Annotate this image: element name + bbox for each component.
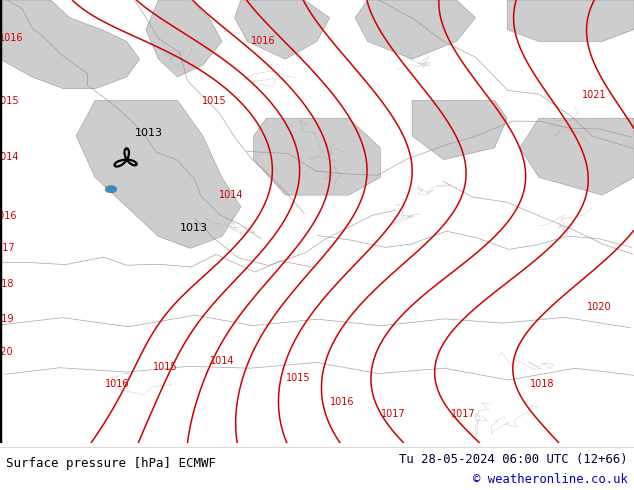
Polygon shape [254, 118, 380, 195]
Text: 1021: 1021 [583, 90, 607, 99]
Text: 1020: 1020 [587, 302, 611, 313]
Text: 1018: 1018 [530, 379, 554, 390]
Text: 1017: 1017 [381, 409, 405, 419]
Text: 1016: 1016 [105, 379, 129, 390]
Text: 1013: 1013 [135, 128, 163, 138]
Ellipse shape [105, 186, 117, 193]
Text: 1014: 1014 [210, 356, 234, 366]
Text: 1016: 1016 [330, 397, 354, 407]
Polygon shape [507, 0, 634, 41]
Text: 1015: 1015 [153, 362, 177, 371]
Text: 1015: 1015 [0, 96, 20, 105]
Text: 1015: 1015 [202, 96, 226, 105]
Text: 1019: 1019 [0, 314, 14, 324]
Text: 1014: 1014 [0, 152, 20, 162]
Polygon shape [520, 118, 634, 195]
Text: Tu 28-05-2024 06:00 UTC (12+66): Tu 28-05-2024 06:00 UTC (12+66) [399, 453, 628, 466]
Polygon shape [146, 0, 222, 77]
Text: 1016: 1016 [0, 33, 23, 44]
Text: 1014: 1014 [219, 190, 243, 200]
Text: Surface pressure [hPa] ECMWF: Surface pressure [hPa] ECMWF [6, 457, 216, 469]
Polygon shape [355, 0, 476, 59]
Polygon shape [76, 100, 241, 248]
Text: 1016: 1016 [0, 211, 17, 221]
Text: 1020: 1020 [0, 347, 13, 357]
Text: 1017: 1017 [451, 409, 475, 419]
Text: 1015: 1015 [286, 373, 310, 383]
Polygon shape [0, 0, 139, 89]
Polygon shape [235, 0, 330, 59]
Text: 1013: 1013 [179, 222, 207, 233]
Text: 1017: 1017 [0, 244, 15, 253]
Text: © weatheronline.co.uk: © weatheronline.co.uk [473, 473, 628, 486]
Text: 1016: 1016 [251, 36, 275, 47]
Polygon shape [412, 100, 507, 160]
Text: 1018: 1018 [0, 279, 15, 289]
